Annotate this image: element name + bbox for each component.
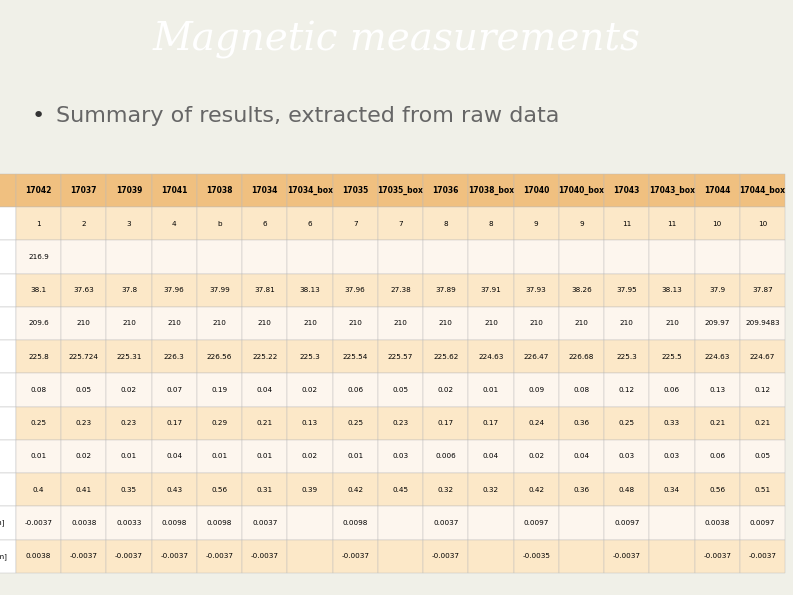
Text: Summary of results, extracted from raw data: Summary of results, extracted from raw d… — [56, 106, 559, 126]
Text: Magnetic measurements: Magnetic measurements — [152, 21, 641, 59]
Text: •: • — [32, 106, 45, 126]
